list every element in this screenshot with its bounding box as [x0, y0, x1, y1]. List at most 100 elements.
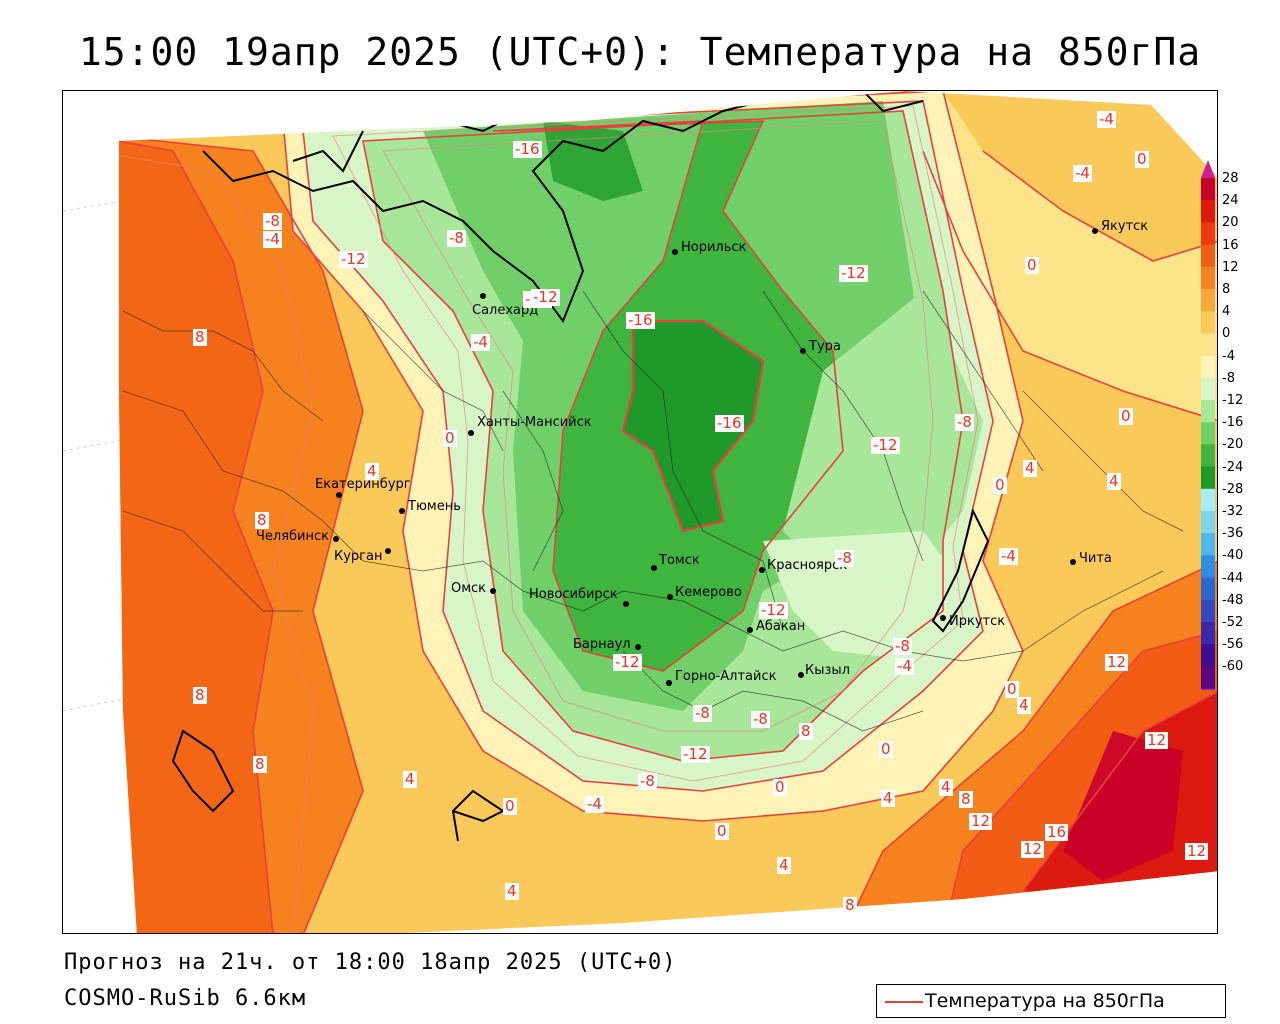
contour-label: -4 — [471, 333, 490, 351]
temperature-map[interactable]: Якутск Норильск Салехард Тура Ханты-Манс… — [62, 90, 1218, 934]
city-label: Кызыл — [805, 663, 850, 678]
city-label: Абакан — [756, 619, 806, 634]
colorbar-swatch — [1201, 400, 1215, 423]
contour-label: -8 — [447, 229, 466, 247]
city-label: Курган — [334, 549, 383, 564]
city-label: Чита — [1079, 551, 1112, 566]
model-name: COSMO-RuSib 6.6км — [64, 986, 307, 1011]
contour-label: 4 — [939, 778, 953, 796]
contour-label: -12 — [759, 601, 788, 619]
map-canvas — [63, 91, 1217, 933]
contour-label: 4 — [1023, 459, 1037, 477]
contour-label: 8 — [959, 790, 973, 808]
colorbar-tick-label: -16 — [1222, 415, 1244, 431]
city-marker-icon — [672, 249, 678, 255]
colorbar-swatch — [1201, 622, 1215, 645]
contour-label: 8 — [193, 328, 207, 346]
city-label: Новосибирск — [529, 587, 618, 602]
contour-label: -4 — [585, 795, 604, 813]
contour-label: -8 — [693, 704, 712, 722]
city-label: Екатеринбург — [315, 477, 411, 492]
colorbar-tick-label: -40 — [1222, 548, 1244, 564]
contour-label: -12 — [871, 436, 900, 454]
colorbar-swatches — [1201, 160, 1215, 690]
city-label: Тура — [809, 339, 841, 354]
colorbar-tick-label: -4 — [1222, 348, 1235, 364]
contour-label: -16 — [513, 140, 542, 158]
legend: Температура на 850гПа — [876, 984, 1226, 1018]
colorbar-tick-label: 24 — [1222, 193, 1239, 209]
colorbar-swatch — [1201, 488, 1215, 512]
forecast-info: Прогноз на 21ч. от 18:00 18апр 2025 (UTC… — [64, 950, 677, 975]
colorbar: 28 24 20 16 12 8 4 0 -4 -8 -12 -16 -20 -24 -28 -32 -36 -4… — [1201, 160, 1271, 690]
contour-label: 12 — [1185, 842, 1209, 860]
colorbar-swatch — [1201, 577, 1215, 601]
city-label: Салехард — [472, 303, 539, 318]
colorbar-swatch — [1201, 599, 1215, 623]
city-marker-icon — [800, 348, 806, 354]
contour-label: -8 — [263, 212, 282, 230]
contour-label: 0 — [503, 797, 517, 815]
contour-label: 0 — [443, 429, 457, 447]
contour-label: -8 — [955, 413, 974, 431]
colorbar-swatch — [1201, 555, 1215, 579]
colorbar-swatch — [1201, 222, 1215, 246]
colorbar-tick-label: 0 — [1222, 326, 1231, 342]
colorbar-tick-label: -48 — [1222, 592, 1244, 608]
colorbar-tick-label: -36 — [1222, 526, 1244, 542]
contour-label: 4 — [881, 789, 895, 807]
colorbar-tick-label: 20 — [1222, 215, 1239, 231]
contour-label: -8 — [835, 549, 854, 567]
colorbar-tick-label: 4 — [1222, 304, 1231, 320]
city-marker-icon — [490, 588, 496, 594]
city-marker-icon — [1070, 559, 1076, 565]
city-label: Кемерово — [675, 585, 742, 600]
contour-label: -8 — [751, 710, 770, 728]
contour-label: 4 — [403, 770, 417, 788]
colorbar-tick-label: 28 — [1222, 171, 1239, 186]
city-marker-icon — [940, 615, 946, 621]
legend-label: Температура на 850гПа — [925, 990, 1165, 1012]
contour-label: 0 — [773, 778, 787, 796]
colorbar-swatch — [1201, 333, 1215, 357]
contour-label: 0 — [879, 740, 893, 758]
city-label: Барнаул — [573, 637, 631, 652]
colorbar-tick-label: -32 — [1222, 504, 1244, 519]
city-marker-icon — [385, 548, 391, 554]
colorbar-tick-label: -28 — [1222, 481, 1244, 497]
contour-label: 0 — [715, 822, 729, 840]
contour-label: -16 — [715, 414, 744, 432]
colorbar-tick-label: -24 — [1222, 459, 1244, 475]
contour-label: 12 — [1021, 840, 1045, 858]
city-label: Тюмень — [408, 499, 461, 514]
colorbar-bottom-arrow — [1201, 688, 1215, 690]
contour-label: -16 — [626, 311, 655, 329]
contour-label: 8 — [843, 896, 857, 914]
contour-label: -4 — [999, 547, 1018, 565]
city-label: Норильск — [681, 240, 747, 255]
colorbar-swatch — [1201, 466, 1215, 490]
city-marker-icon — [651, 565, 657, 571]
city-marker-icon — [336, 492, 342, 498]
contour-label: 12 — [1145, 731, 1169, 749]
colorbar-tick-label: -52 — [1222, 615, 1244, 630]
colorbar-tick-label: -20 — [1222, 437, 1244, 453]
colorbar-swatch — [1201, 511, 1215, 534]
colorbar-swatch — [1201, 422, 1215, 445]
contour-label: -12 — [613, 653, 642, 671]
contour-label: 0 — [1025, 256, 1039, 274]
city-marker-icon — [667, 594, 673, 600]
contour-label: -12 — [531, 288, 560, 306]
colorbar-swatch — [1201, 377, 1215, 401]
colorbar-tick-label: -8 — [1222, 370, 1235, 386]
contour-label: -4 — [1097, 110, 1116, 128]
colorbar-swatch — [1201, 311, 1215, 334]
contour-label: 0 — [1135, 150, 1149, 168]
city-marker-icon — [623, 601, 629, 607]
city-label: Омск — [451, 581, 487, 596]
colorbar-tick-label: -56 — [1222, 637, 1244, 653]
contour-label: 16 — [1045, 823, 1069, 841]
colorbar-tick-label: 16 — [1222, 237, 1239, 253]
city-marker-icon — [1092, 228, 1098, 234]
contour-label: 0 — [1119, 407, 1133, 425]
